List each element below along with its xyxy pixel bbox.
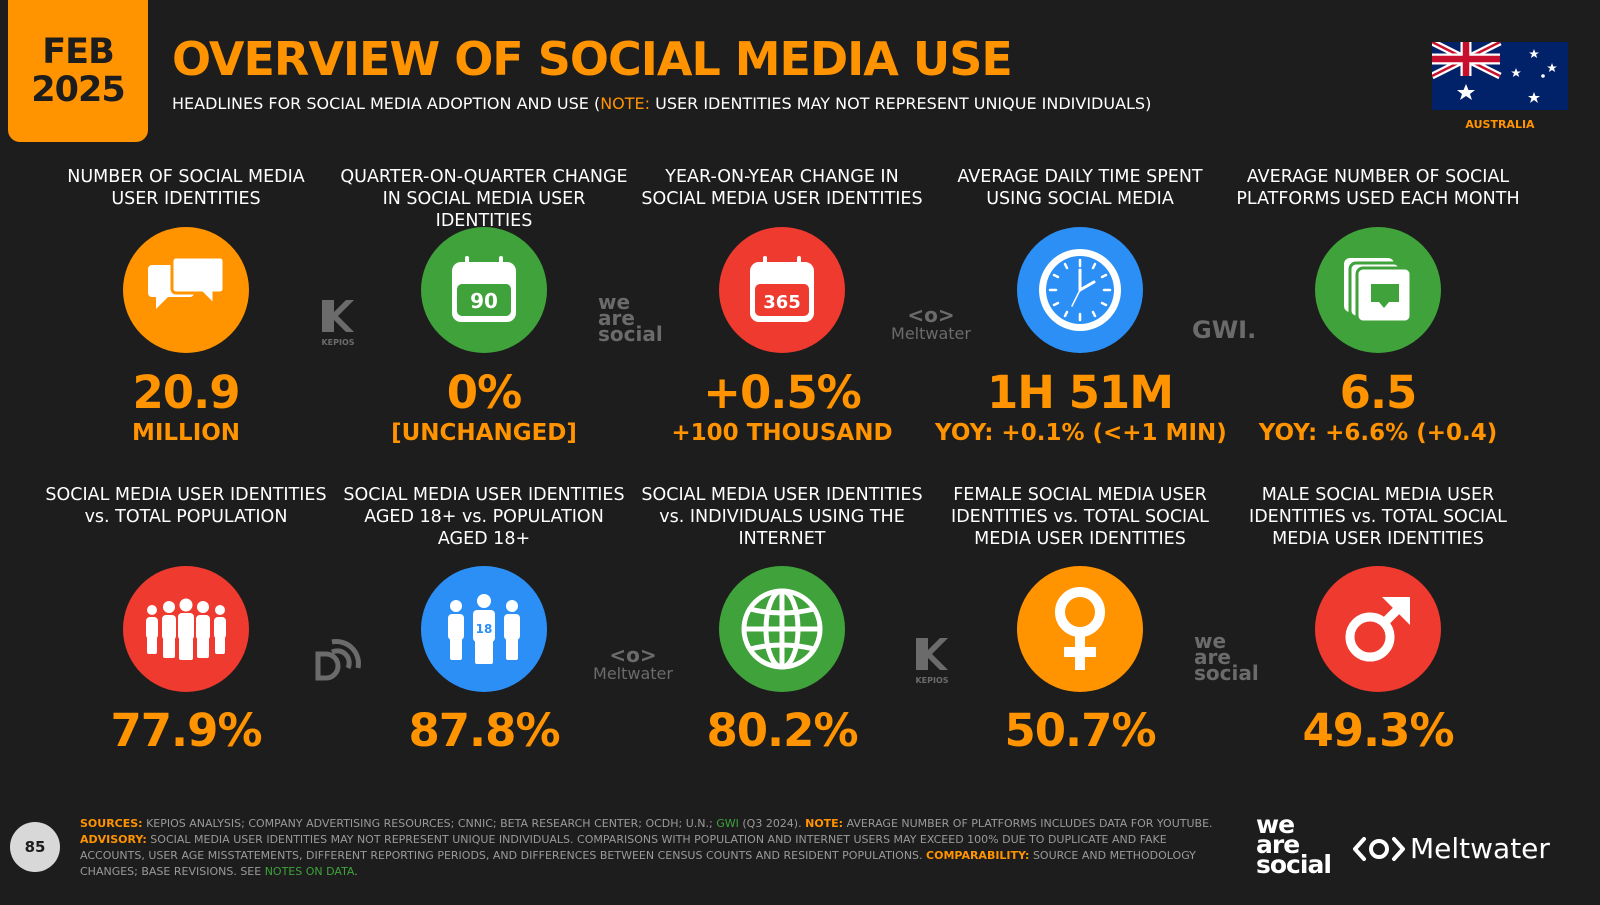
female-symbol-icon bbox=[1055, 587, 1105, 670]
meltwater-mark-icon: <o> bbox=[907, 303, 955, 327]
stat-value: 6.5 bbox=[1339, 366, 1418, 419]
meltwater-brand: Meltwater bbox=[1352, 832, 1550, 865]
stat-value: 50.7% bbox=[1004, 704, 1156, 757]
stat-value: 0% bbox=[446, 366, 522, 419]
stat-icon-circle: 18 bbox=[421, 566, 547, 692]
stat-label: SOCIAL MEDIA USER IDENTITIES AGED 18+ vs… bbox=[343, 485, 625, 549]
stat-avg-platforms: AVERAGE NUMBER OF SOCIAL PLATFORMS USED … bbox=[1233, 166, 1523, 466]
kepios-logo: KEPIOS bbox=[912, 636, 952, 685]
date-year: 2025 bbox=[31, 70, 125, 110]
stat-icon-circle: 90 bbox=[421, 227, 547, 353]
svg-text:18: 18 bbox=[476, 622, 493, 636]
stat-male-share: MALE SOCIAL MEDIA USER IDENTITIES vs. TO… bbox=[1233, 484, 1523, 764]
stat-icon-circle bbox=[1017, 566, 1143, 692]
kepios-logo: KEPIOS bbox=[318, 298, 358, 347]
stat-label: AVERAGE DAILY TIME SPENT USING SOCIAL ME… bbox=[957, 167, 1203, 209]
kepios-mark-icon bbox=[916, 638, 948, 670]
datareportal-mark-icon bbox=[315, 639, 361, 681]
stat-subvalue: YOY: +0.1% (<+1 MIN) bbox=[935, 420, 1227, 446]
stat-female-share: FEMALE SOCIAL MEDIA USER IDENTITIES vs. … bbox=[935, 484, 1225, 764]
stat-adults-vs-population: SOCIAL MEDIA USER IDENTITIES AGED 18+ vs… bbox=[339, 484, 629, 764]
stat-vs-internet-users: SOCIAL MEDIA USER IDENTITIES vs. INDIVID… bbox=[637, 484, 927, 764]
stat-label: YEAR-ON-YEAR CHANGE IN SOCIAL MEDIA USER… bbox=[641, 167, 923, 209]
stat-label: SOCIAL MEDIA USER IDENTITIES vs. INDIVID… bbox=[641, 485, 923, 549]
stat-label: NUMBER OF SOCIAL MEDIA USER IDENTITIES bbox=[67, 167, 305, 209]
date-month: FEB bbox=[42, 32, 114, 72]
stat-label: SOCIAL MEDIA USER IDENTITIES vs. TOTAL P… bbox=[45, 485, 327, 527]
datareportal-logo bbox=[314, 632, 364, 686]
calendar-365-icon: 365 bbox=[750, 256, 814, 322]
meltwater-logo: <o> Meltwater bbox=[888, 303, 974, 343]
page-title: OVERVIEW OF SOCIAL MEDIA USE bbox=[172, 32, 1013, 86]
meltwater-logo: <o> Meltwater bbox=[590, 643, 676, 683]
stat-subvalue: YOY: +6.6% (+0.4) bbox=[1258, 420, 1498, 446]
stat-value: 80.2% bbox=[706, 704, 858, 757]
stat-icon-circle bbox=[123, 227, 249, 353]
stat-value: 1H 51M bbox=[986, 366, 1174, 419]
stat-subvalue: +100 THOUSAND bbox=[671, 420, 893, 446]
stat-value: 49.3% bbox=[1302, 704, 1454, 757]
stat-label: FEMALE SOCIAL MEDIA USER IDENTITIES vs. … bbox=[951, 485, 1209, 549]
stat-label: AVERAGE NUMBER OF SOCIAL PLATFORMS USED … bbox=[1236, 167, 1520, 209]
calendar-90-icon: 90 bbox=[452, 256, 516, 322]
gwi-logo: GWI. bbox=[1192, 316, 1257, 344]
date-badge: FEB 2025 bbox=[8, 0, 148, 142]
meltwater-mark-icon bbox=[1353, 836, 1405, 861]
stat-icon-circle bbox=[123, 566, 249, 692]
australia-flag-icon bbox=[1432, 42, 1568, 110]
notes-on-data-link[interactable]: NOTES ON DATA bbox=[264, 865, 355, 878]
stat-icon-circle bbox=[1315, 566, 1441, 692]
stat-label: QUARTER-ON-QUARTER CHANGE IN SOCIAL MEDI… bbox=[340, 167, 628, 231]
we-are-social-logo: we are social bbox=[598, 290, 663, 346]
footer-notes: SOURCES: KEPIOS ANALYSIS; COMPANY ADVERT… bbox=[80, 817, 1213, 878]
people-group-icon bbox=[146, 598, 226, 660]
meltwater-mark-icon: <o> bbox=[609, 643, 657, 667]
stat-value: 77.9% bbox=[110, 704, 262, 757]
we-are-social-brand: we are social bbox=[1256, 810, 1332, 879]
we-are-social-logo: we are social bbox=[1194, 629, 1259, 685]
adults-18-icon: 18 bbox=[448, 594, 520, 664]
stat-icon-circle: 365 bbox=[719, 227, 845, 353]
stat-daily-time: AVERAGE DAILY TIME SPENT USING SOCIAL ME… bbox=[935, 166, 1227, 466]
page-subtitle: HEADLINES FOR SOCIAL MEDIA ADOPTION AND … bbox=[172, 94, 1152, 113]
stat-value: +0.5% bbox=[703, 366, 862, 419]
stat-vs-total-population: SOCIAL MEDIA USER IDENTITIES vs. TOTAL P… bbox=[41, 484, 331, 764]
globe-icon bbox=[741, 588, 823, 670]
country-label: AUSTRALIA bbox=[1465, 118, 1535, 131]
stat-icon-circle bbox=[719, 566, 845, 692]
stat-qoq-change: QUARTER-ON-QUARTER CHANGE IN SOCIAL MEDI… bbox=[339, 166, 629, 466]
clock-icon bbox=[1039, 249, 1121, 331]
subtitle-note: NOTE: bbox=[600, 94, 651, 113]
stat-subvalue: MILLION bbox=[131, 420, 241, 446]
page-number: 85 bbox=[10, 822, 60, 872]
chat-bubbles-icon bbox=[148, 255, 226, 309]
male-symbol-icon bbox=[1345, 597, 1410, 662]
stat-value: 20.9 bbox=[132, 366, 240, 419]
svg-text:365: 365 bbox=[763, 292, 801, 313]
stat-icon-circle bbox=[1017, 227, 1143, 353]
stat-icon-circle bbox=[1315, 227, 1441, 353]
stat-value: 87.8% bbox=[408, 704, 560, 757]
stat-subvalue: [UNCHANGED] bbox=[391, 420, 577, 446]
stat-social-media-user-identities: NUMBER OF SOCIAL MEDIA USER IDENTITIES 2… bbox=[41, 166, 331, 466]
stacked-cards-icon bbox=[1344, 258, 1413, 324]
kepios-mark-icon bbox=[322, 300, 354, 332]
stat-label: MALE SOCIAL MEDIA USER IDENTITIES vs. TO… bbox=[1249, 485, 1507, 549]
svg-text:90: 90 bbox=[470, 289, 498, 313]
stat-yoy-change: YEAR-ON-YEAR CHANGE IN SOCIAL MEDIA USER… bbox=[637, 166, 927, 466]
